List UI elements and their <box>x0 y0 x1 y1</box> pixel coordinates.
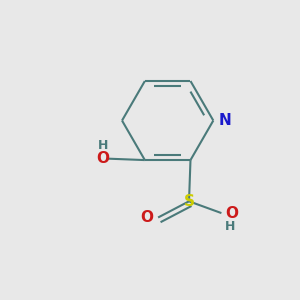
Text: N: N <box>219 113 231 128</box>
Text: O: O <box>140 210 153 225</box>
Text: S: S <box>184 194 194 209</box>
Text: O: O <box>97 151 110 166</box>
Text: O: O <box>225 206 238 220</box>
Text: H: H <box>98 139 108 152</box>
Text: H: H <box>225 220 235 233</box>
